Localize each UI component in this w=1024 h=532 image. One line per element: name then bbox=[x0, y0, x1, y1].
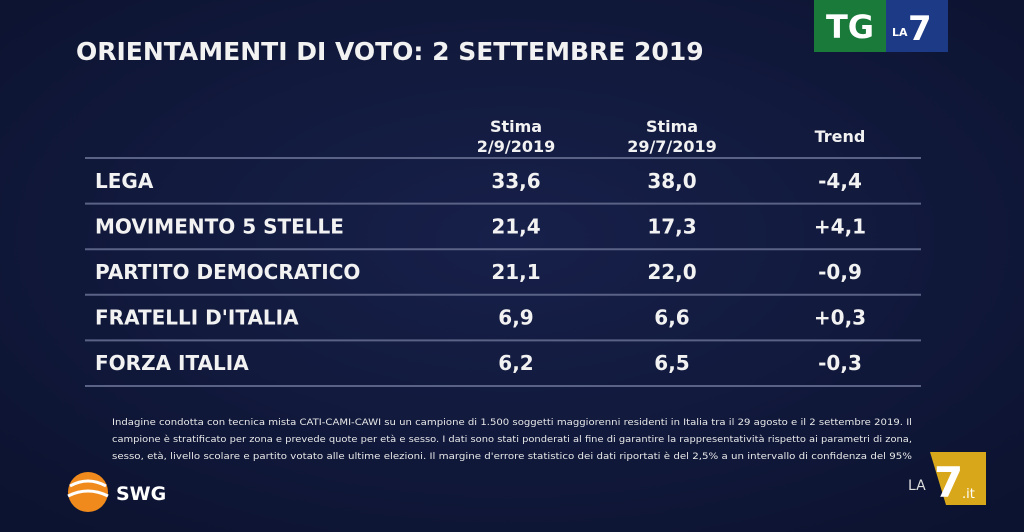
tg-logo: TG bbox=[826, 8, 874, 46]
cell-value: 6,9 bbox=[498, 306, 533, 330]
la7-bottom-box bbox=[930, 452, 986, 505]
title: ORIENTAMENTI DI VOTO: 2 SETTEMBRE 2019 bbox=[76, 37, 704, 66]
la7-logo-seven: 7 bbox=[908, 9, 932, 49]
column-header: Stima bbox=[490, 117, 542, 136]
la7-bottom-suffix: .it bbox=[962, 487, 975, 502]
cell-value: 21,1 bbox=[491, 260, 540, 284]
swg-logo: SWG bbox=[116, 483, 166, 505]
party-name: PARTITO DEMOCRATICO bbox=[95, 260, 360, 284]
cell-value: 6,6 bbox=[654, 306, 689, 330]
cell-value: 22,0 bbox=[647, 260, 696, 284]
column-header-date: 2/9/2019 bbox=[477, 137, 555, 156]
cell-value: 17,3 bbox=[647, 214, 696, 238]
cell-value: 33,6 bbox=[491, 169, 540, 193]
party-name: MOVIMENTO 5 STELLE bbox=[95, 214, 344, 238]
footnote: Indagine condotta con tecnica mista CATI… bbox=[112, 418, 912, 462]
party-name: FORZA ITALIA bbox=[95, 351, 249, 375]
la7-bottom-la: LA bbox=[908, 478, 926, 494]
la7-logo-la: LA bbox=[892, 26, 908, 39]
cell-value: 6,2 bbox=[498, 351, 533, 375]
footnote-line: Indagine condotta con tecnica mista CATI… bbox=[112, 418, 912, 428]
tg-logo-box bbox=[814, 0, 886, 52]
swg-logo-stripes bbox=[67, 479, 109, 498]
cell-value: -4,4 bbox=[818, 169, 862, 193]
cell-value: -0,9 bbox=[818, 260, 862, 284]
party-name: LEGA bbox=[95, 169, 154, 193]
column-header: Stima bbox=[646, 117, 698, 136]
la7-bottom-seven: 7 bbox=[934, 458, 963, 507]
cell-value: -0,3 bbox=[818, 351, 862, 375]
cell-value: +4,1 bbox=[814, 214, 866, 238]
cell-value: +0,3 bbox=[814, 306, 866, 330]
cell-value: 6,5 bbox=[654, 351, 689, 375]
footnote-line: sesso, età, livello scolare e partito vo… bbox=[112, 451, 912, 462]
la7-logo-box bbox=[886, 0, 948, 52]
column-header: Trend bbox=[815, 127, 866, 146]
cell-value: 21,4 bbox=[491, 214, 540, 238]
party-name: FRATELLI D'ITALIA bbox=[95, 306, 299, 330]
cell-value: 38,0 bbox=[647, 169, 696, 193]
column-header-date: 29/7/2019 bbox=[627, 137, 717, 156]
footnote-line: campione è stratificato per zona e preve… bbox=[112, 434, 912, 445]
